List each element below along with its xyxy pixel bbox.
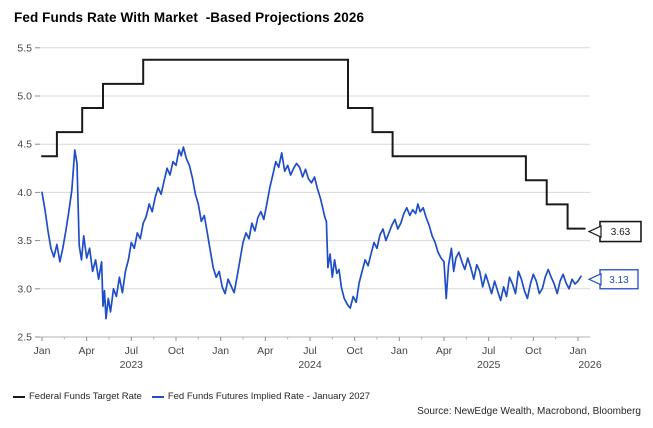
x-tick-label: Oct — [346, 345, 362, 357]
y-tick-label: 4.5 — [17, 139, 32, 151]
series-lines — [41, 58, 586, 320]
y-tick-label: 3.5 — [17, 235, 32, 247]
legend: Federal Funds Target Rate Fed Funds Futu… — [13, 391, 370, 402]
end-label-arrow-icon — [587, 272, 602, 286]
y-tick-label: 4.0 — [17, 187, 32, 199]
x-tick-label: Jan — [34, 345, 51, 357]
legend-label-target-rate: Federal Funds Target Rate — [29, 391, 142, 402]
series-futures-line — [41, 146, 582, 320]
x-year-label: 2025 — [477, 359, 501, 371]
chart-title: Fed Funds Rate With Market -Based Projec… — [14, 10, 365, 25]
end-label-value: 3.13 — [609, 275, 629, 286]
end-label-value: 3.63 — [611, 227, 631, 238]
y-tick-label: 3.0 — [17, 283, 32, 295]
x-tick-label: Jul — [125, 345, 138, 357]
x-tick-label: Apr — [78, 345, 95, 357]
y-tick-label: 5.5 — [17, 42, 32, 54]
legend-item-target-rate: Federal Funds Target Rate — [13, 391, 142, 402]
x-tick-label: Oct — [525, 345, 541, 357]
x-tick-label: Apr — [436, 345, 453, 357]
x-year-label: 2024 — [298, 359, 322, 371]
x-tick-label: Jul — [482, 345, 495, 357]
end-label-arrow-icon — [587, 225, 602, 238]
x-year-label: 2023 — [120, 359, 144, 371]
x-tick-label: Oct — [168, 345, 184, 357]
x-tick-label: Apr — [257, 345, 274, 357]
x-tick-label: Jul — [303, 345, 316, 357]
x-tick-label: Jan — [570, 345, 587, 357]
y-tick-label: 5.0 — [17, 91, 32, 103]
x-year-label: 2026 — [578, 359, 602, 371]
target-rate-swatch-icon — [13, 395, 25, 398]
futures-rate-swatch-icon — [151, 395, 164, 398]
x-tick-label: Jan — [212, 345, 229, 357]
legend-label-futures-rate: Fed Funds Futures Implied Rate - January… — [167, 391, 371, 402]
gridlines — [40, 47, 590, 338]
y-tick-label: 2.5 — [17, 332, 32, 344]
end-value-labels: 3.63 3.13 — [587, 220, 642, 290]
x-tick-label: Jan — [391, 345, 408, 357]
source-note: Source: NewEdge Wealth, Macrobond, Bloom… — [417, 406, 641, 417]
y-axis-ticks: 5.5 5.0 4.5 4.0 3.5 3.0 2.5 — [17, 42, 40, 344]
end-label-target-rate: 3.63 — [587, 220, 642, 243]
series-target-rate-line — [41, 58, 586, 230]
plot-area: 5.5 5.0 4.5 4.0 3.5 3.0 2.5 Jan Apr Jul Oct Jan Apr… — [17, 42, 642, 371]
end-label-futures-rate: 3.13 — [587, 269, 639, 290]
legend-item-futures-rate: Fed Funds Futures Implied Rate - January… — [151, 391, 371, 402]
x-axis: Jan Apr Jul Oct Jan Apr Jul Oct Jan Apr Jul Oct Jan 2… — [34, 337, 602, 371]
